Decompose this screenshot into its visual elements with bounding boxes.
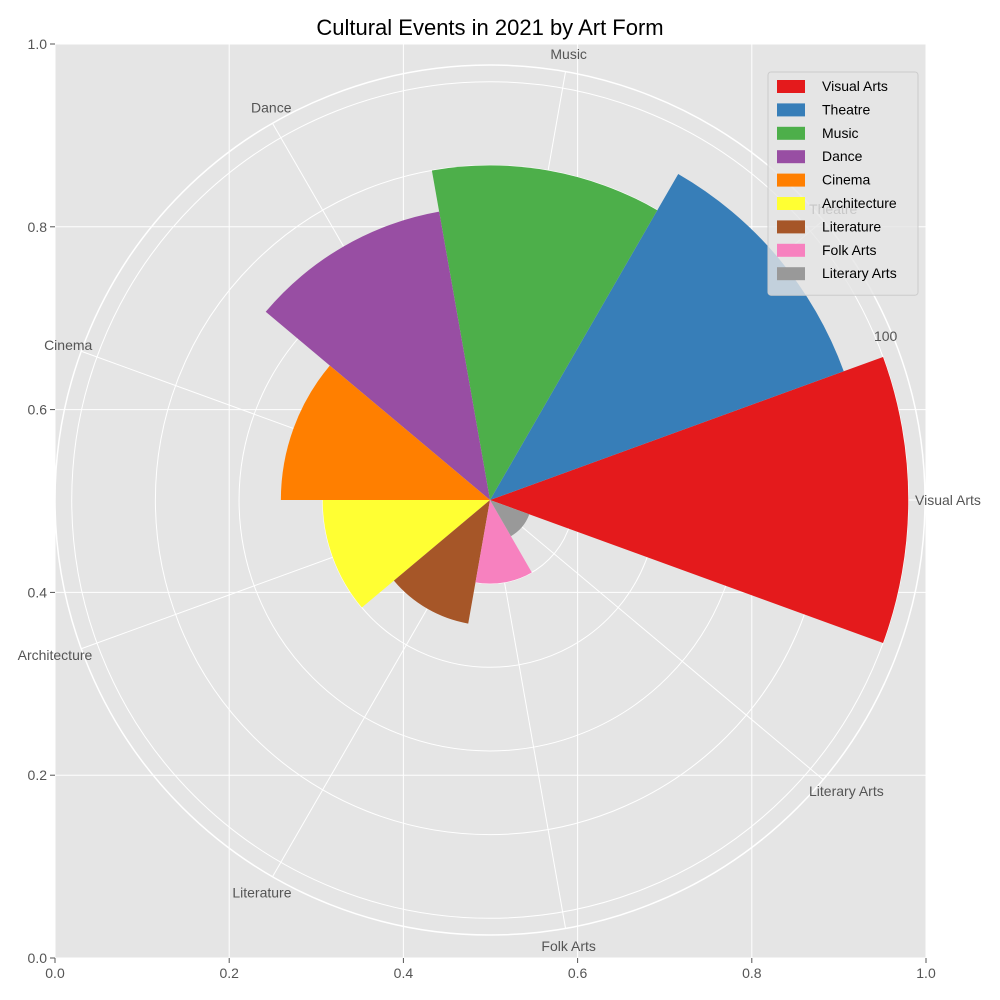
y-tick-label: 0.2 [28, 767, 48, 783]
y-tick-label: 0.8 [28, 219, 48, 235]
polar-bars [265, 165, 909, 644]
legend-label: Literary Arts [822, 265, 897, 281]
category-label: Architecture [18, 647, 93, 663]
y-tick-label: 0.4 [28, 584, 48, 600]
x-tick-label: 0.8 [742, 965, 762, 981]
legend-label: Theatre [822, 101, 870, 117]
category-label: Dance [251, 100, 292, 116]
x-tick-label: 0.4 [394, 965, 414, 981]
bar-folk-arts [475, 500, 532, 584]
legend-swatch [777, 126, 805, 140]
legend-box [767, 71, 919, 296]
legend-swatch [777, 220, 805, 234]
legend-label: Architecture [822, 195, 897, 211]
chart-title: Cultural Events in 2021 by Art Form [316, 15, 663, 40]
angular-gridline [489, 499, 824, 780]
legend-swatch [777, 197, 805, 210]
x-tick-label: 0.2 [219, 965, 239, 981]
legend-swatch [777, 243, 805, 257]
category-label: Music [550, 46, 587, 62]
category-label: Literary Arts [809, 783, 884, 799]
category-label: Visual Arts [915, 492, 981, 508]
legend-swatch [777, 103, 805, 117]
category-label: Literature [232, 884, 291, 900]
bar-theatre [490, 173, 844, 500]
bar-music [431, 165, 658, 501]
legend-label: Dance [822, 148, 863, 164]
category-label: Cinema [44, 337, 92, 353]
legend-swatch [777, 80, 805, 93]
bar-cinema [280, 365, 490, 500]
legend: Visual Arts Theatre Music Dance Cinema Archit… [767, 71, 919, 296]
legend-label: Folk Arts [822, 242, 876, 258]
legend-label: Literature [822, 218, 881, 234]
category-label: Folk Arts [541, 938, 595, 954]
category-labels: Visual Arts Theatre Music Dance Cinema Archit… [18, 46, 981, 954]
bar-literary-arts [490, 500, 530, 537]
y-tick-label: 0.6 [28, 402, 48, 418]
bar-literature [393, 500, 490, 624]
bar-dance [265, 211, 490, 500]
x-tick-label: 1.0 [916, 965, 936, 981]
axis-ticks: 0.0 0.2 0.4 0.6 0.8 1.0 0.0 0.2 0.4 0.6 0.8 1.0 [28, 36, 936, 981]
radial-tick-label: 100 [874, 328, 898, 344]
legend-label: Music [822, 125, 859, 141]
legend-swatch [777, 173, 805, 187]
y-tick-label: 0.0 [28, 950, 48, 966]
legend-swatch [777, 150, 805, 164]
bar-architecture [322, 500, 490, 608]
legend-swatch [777, 267, 805, 281]
legend-label: Cinema [822, 172, 870, 188]
legend-label: Visual Arts [822, 78, 888, 94]
x-tick-label: 0.0 [45, 965, 65, 981]
bar-visual-arts [490, 356, 909, 644]
x-tick-label: 0.6 [568, 965, 588, 981]
y-tick-label: 1.0 [28, 36, 48, 52]
